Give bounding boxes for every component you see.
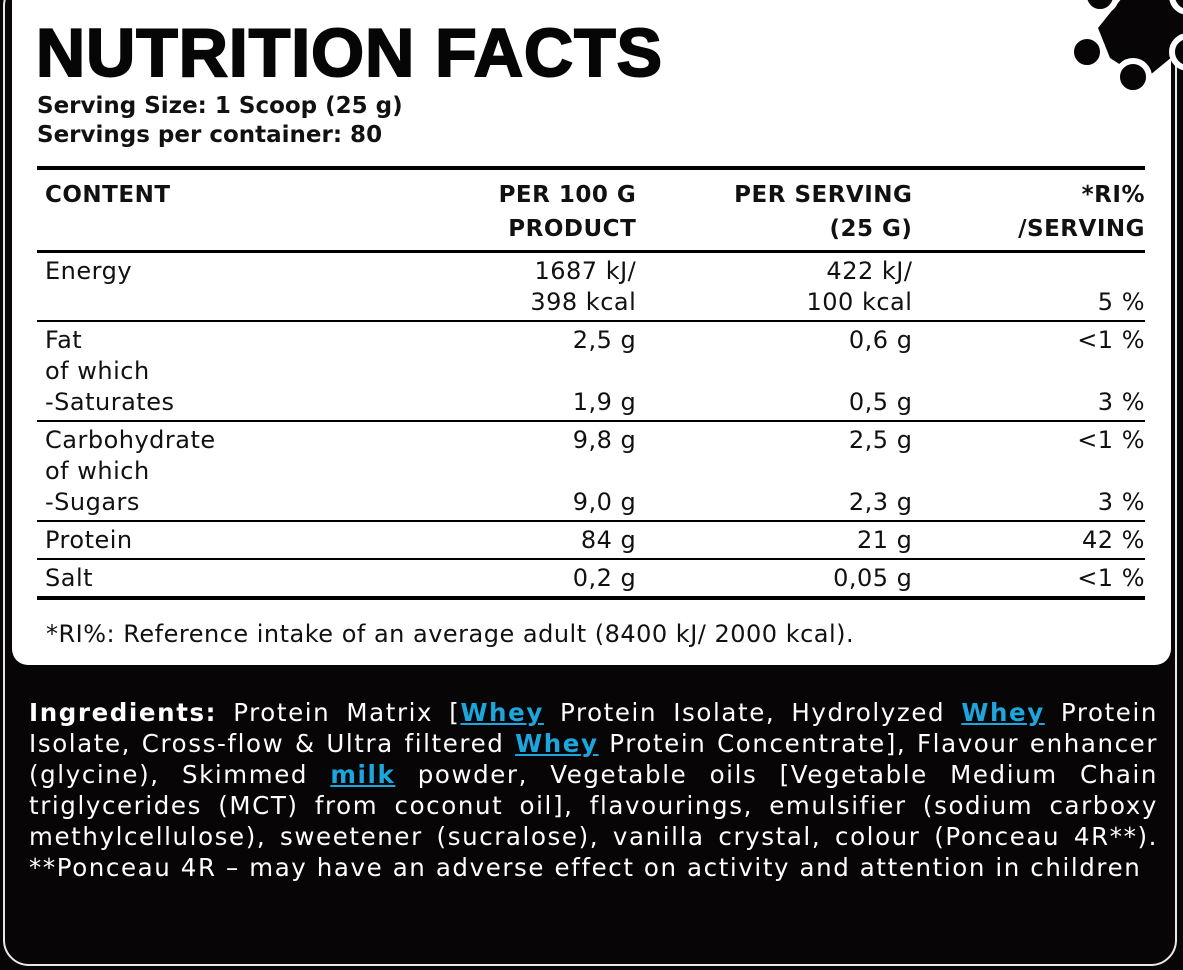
ingredients-part: Protein Isolate, Hydrolyzed bbox=[543, 698, 962, 727]
cell-name: Energy bbox=[37, 252, 370, 322]
cell-serving: 2,5 g 2,3 g bbox=[636, 421, 912, 521]
cell-ri: <1 % 3 % bbox=[912, 421, 1145, 521]
column-header-line: (25 G) bbox=[829, 216, 913, 242]
allergen-milk: milk bbox=[330, 760, 396, 789]
molecule-gear-icon bbox=[1068, 0, 1183, 95]
cell-line: 0,6 g bbox=[848, 326, 913, 354]
cell-name: Salt bbox=[37, 559, 370, 598]
table-row: Fat of which -Saturates 2,5 g 1,9 g 0,6 g 0,… bbox=[37, 321, 1145, 421]
cell-name: Carbohydrate of which -Sugars bbox=[37, 421, 370, 521]
column-header-line: PER 100 G bbox=[498, 182, 637, 208]
cell-serving: 21 g bbox=[636, 521, 912, 559]
nutrition-card bbox=[12, 0, 1171, 665]
cell-line: 2,3 g bbox=[848, 488, 913, 516]
servings-per-container: Servings per container: 80 bbox=[37, 122, 383, 148]
cell-per100: 0,2 g bbox=[370, 559, 636, 598]
cell-line: 9,0 g bbox=[572, 488, 637, 516]
page-title: NUTRITION FACTS bbox=[35, 14, 663, 92]
column-header-line: *RI% bbox=[1081, 182, 1145, 208]
ingredients-part: Protein Matrix [ bbox=[217, 698, 461, 727]
cell-line: 3 % bbox=[1097, 488, 1145, 516]
cell-line: 42 % bbox=[1082, 526, 1145, 554]
cell-line: 9,8 g bbox=[572, 426, 637, 454]
cell-line bbox=[636, 456, 912, 487]
cell-line: 2,5 g bbox=[572, 326, 637, 354]
cell-line: Protein bbox=[45, 526, 133, 554]
nutrition-table: CONTENT PER 100 G PRODUCT PER SERVING (25 G)… bbox=[37, 166, 1145, 600]
cell-line bbox=[370, 456, 636, 487]
cell-line: 2,5 g bbox=[848, 426, 913, 454]
column-header-line: PER SERVING bbox=[734, 182, 913, 208]
outer-frame bbox=[3, 0, 1177, 966]
cell-line bbox=[912, 256, 1145, 287]
table-row: Energy 1687 kJ/398 kcal 422 kJ/100 kcal 5… bbox=[37, 252, 1145, 322]
cell-line: <1 % bbox=[1077, 564, 1145, 592]
table-row: Carbohydrate of which -Sugars 9,8 g 9,0 g 2,… bbox=[37, 421, 1145, 521]
cell-line: -Saturates bbox=[45, 388, 175, 416]
cell-per100: 2,5 g 1,9 g bbox=[370, 321, 636, 421]
cell-line: <1 % bbox=[1077, 426, 1145, 454]
cell-line bbox=[370, 356, 636, 387]
cell-line: 398 kcal bbox=[530, 288, 637, 316]
allergen-whey: Whey bbox=[460, 698, 544, 727]
cell-line bbox=[636, 356, 912, 387]
cell-line: 0,05 g bbox=[833, 564, 913, 592]
cell-line: Fat bbox=[45, 326, 83, 354]
table-header-row: CONTENT PER 100 G PRODUCT PER SERVING (25 G)… bbox=[37, 168, 1145, 252]
cell-line: 84 g bbox=[580, 526, 637, 554]
cell-line: of which bbox=[45, 357, 150, 385]
ingredients-part: powder, Vegetable oils [Vegetable Medium… bbox=[29, 760, 1158, 851]
cell-name: Fat of which -Saturates bbox=[37, 321, 370, 421]
cell-line: of which bbox=[45, 457, 150, 485]
cell-line: 3 % bbox=[1097, 388, 1145, 416]
cell-line: 21 g bbox=[857, 526, 913, 554]
allergen-whey: Whey bbox=[515, 729, 599, 758]
cell-line: Salt bbox=[45, 564, 94, 592]
cell-line: Energy bbox=[45, 257, 133, 285]
cell-line: 422 kJ/ bbox=[826, 257, 913, 285]
cell-line: 1687 kJ/ bbox=[534, 257, 637, 285]
cell-line: 0,5 g bbox=[848, 388, 913, 416]
cell-line bbox=[45, 287, 370, 318]
cell-per100: 9,8 g 9,0 g bbox=[370, 421, 636, 521]
column-header: PER 100 G PRODUCT bbox=[370, 168, 636, 252]
cell-line: 1,9 g bbox=[572, 388, 637, 416]
cell-ri: <1 % bbox=[912, 559, 1145, 598]
cell-per100: 1687 kJ/398 kcal bbox=[370, 252, 636, 322]
cell-ri: 42 % bbox=[912, 521, 1145, 559]
allergen-whey: Whey bbox=[961, 698, 1045, 727]
cell-line bbox=[912, 456, 1145, 487]
ponceau-warning: **Ponceau 4R – may have an adverse effec… bbox=[29, 853, 1142, 882]
table-row: Protein 84 g 21 g 42 % bbox=[37, 521, 1145, 559]
column-header: CONTENT bbox=[37, 168, 370, 252]
cell-line: 100 kcal bbox=[806, 288, 913, 316]
cell-line: 0,2 g bbox=[572, 564, 637, 592]
ingredients-part: Protein Concentrate], Flavour enhancer (… bbox=[29, 729, 1158, 789]
cell-line: -Sugars bbox=[45, 488, 140, 516]
cell-serving: 422 kJ/100 kcal bbox=[636, 252, 912, 322]
column-header-line: /SERVING bbox=[1018, 216, 1145, 242]
cell-line: 5 % bbox=[1097, 288, 1145, 316]
cell-name: Protein bbox=[37, 521, 370, 559]
serving-size: Serving Size: 1 Scoop (25 g) bbox=[37, 93, 403, 119]
column-header-line: PRODUCT bbox=[508, 216, 637, 242]
column-header-line: CONTENT bbox=[45, 182, 171, 208]
ri-footnote: *RI%: Reference intake of an average adu… bbox=[46, 620, 855, 648]
ingredients-text: Ingredients: Protein Matrix [Whey Protei… bbox=[29, 697, 1158, 883]
column-header: PER SERVING (25 G) bbox=[636, 168, 912, 252]
cell-line: Carbohydrate bbox=[45, 426, 216, 454]
ingredients-paragraph: Ingredients: Protein Matrix [Whey Protei… bbox=[29, 697, 1158, 852]
cell-ri: <1 % 3 % bbox=[912, 321, 1145, 421]
cell-per100: 84 g bbox=[370, 521, 636, 559]
cell-ri: 5 % bbox=[912, 252, 1145, 322]
cell-serving: 0,05 g bbox=[636, 559, 912, 598]
table-row: Salt 0,2 g 0,05 g <1 % bbox=[37, 559, 1145, 598]
cell-line bbox=[912, 356, 1145, 387]
ingredients-part: Protein Isolate, Cross-flow & Ultra filt… bbox=[29, 698, 1158, 758]
cell-serving: 0,6 g 0,5 g bbox=[636, 321, 912, 421]
column-header: *RI% /SERVING bbox=[912, 168, 1145, 252]
cell-line: <1 % bbox=[1077, 326, 1145, 354]
ingredients-label: Ingredients: bbox=[29, 698, 218, 727]
